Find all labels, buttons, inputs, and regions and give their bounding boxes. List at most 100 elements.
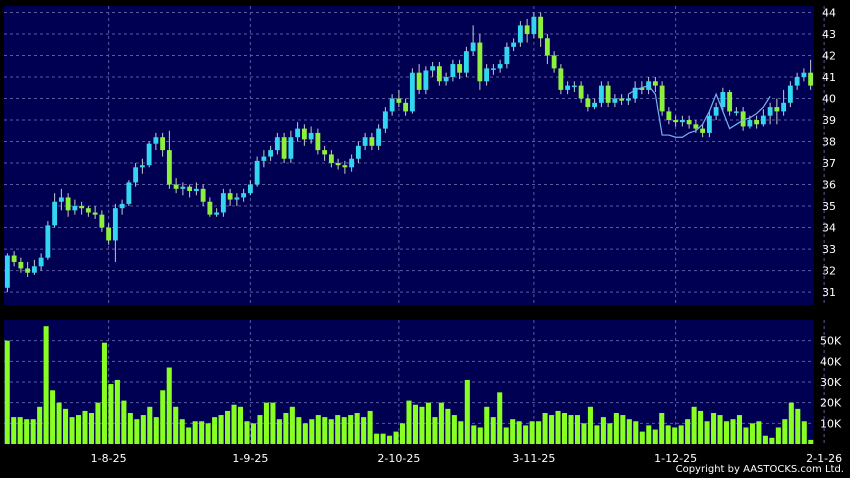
volume-bar <box>561 413 568 444</box>
candle-body <box>538 16 544 39</box>
volume-bar <box>555 410 561 444</box>
volume-bar <box>769 437 775 444</box>
candle-body <box>416 72 422 90</box>
volume-bar <box>717 415 723 444</box>
volume-bar <box>50 390 56 444</box>
overlay-line <box>628 84 771 138</box>
candle-body <box>450 64 456 77</box>
volume-bar <box>108 384 114 444</box>
price-tick-label: 40 <box>822 92 836 105</box>
price-tick-label: 43 <box>822 28 836 41</box>
candle-body <box>25 268 31 273</box>
candle-body <box>592 102 598 108</box>
candle-body <box>92 212 98 215</box>
price-tick-label: 33 <box>822 243 836 256</box>
candle-body <box>524 25 530 34</box>
x-axis: 1-8-25 1-9-25 2-10-25 3-11-25 1-12-25 2-1-26 <box>91 452 842 465</box>
volume-bar <box>160 390 166 444</box>
volume-bar <box>736 415 743 444</box>
volume-bar <box>704 421 710 444</box>
volume-bar <box>775 427 781 444</box>
volume-bar <box>328 419 334 444</box>
volume-bar <box>620 415 626 444</box>
volume-bar <box>289 406 295 444</box>
volume-bar <box>471 425 477 444</box>
volume-bar <box>237 406 244 444</box>
price-tick-label: 44 <box>822 6 836 19</box>
volume-bar <box>322 417 328 444</box>
candle-body <box>376 128 382 146</box>
volume-tick-label: 30K <box>820 376 842 389</box>
candle-body <box>382 111 388 129</box>
candle-body <box>301 128 307 140</box>
candle-body <box>781 102 787 112</box>
candle-body <box>463 51 469 73</box>
volume-bar <box>348 415 354 444</box>
price-plot-area <box>4 6 814 305</box>
x-tick-label: 1-9-25 <box>232 452 268 465</box>
candle-body <box>173 184 179 189</box>
candle-body <box>322 150 328 155</box>
candle-body <box>443 76 449 82</box>
candle-body <box>639 87 645 90</box>
volume-panel: 10K 20K 30K 40K 50K <box>4 320 842 444</box>
candle-body <box>99 214 105 228</box>
candle-body <box>139 165 145 168</box>
candle-body <box>362 137 368 146</box>
volume-bar <box>283 413 289 444</box>
candle-body <box>52 201 58 226</box>
volume-bar <box>477 427 483 444</box>
volume-bar <box>542 413 548 444</box>
volume-bar <box>147 406 153 444</box>
candle-body <box>268 150 274 157</box>
candle-body <box>666 111 672 121</box>
volume-bar <box>523 425 529 444</box>
candle-body <box>214 212 220 215</box>
volume-bar <box>302 423 308 444</box>
volume-bar <box>762 435 768 444</box>
volume-bar <box>205 423 211 444</box>
candle-body <box>180 186 186 189</box>
candle-body <box>585 98 591 108</box>
volume-bar <box>166 367 172 444</box>
candle-body <box>79 206 85 209</box>
price-tick-label: 41 <box>822 71 836 84</box>
candle-body <box>423 70 429 90</box>
candle-body <box>625 98 631 101</box>
volume-bar <box>749 423 755 444</box>
price-tick-label: 36 <box>822 179 836 192</box>
volume-bar <box>244 421 250 444</box>
price-tick-label: 37 <box>822 157 836 170</box>
candle-body <box>551 55 557 69</box>
candle-body <box>153 137 159 144</box>
volume-bar <box>263 402 269 444</box>
candle-body <box>247 184 253 194</box>
candle-body <box>686 120 692 125</box>
candle-body <box>430 66 436 71</box>
volume-bar <box>56 402 62 444</box>
volume-bar <box>315 415 321 444</box>
volume-bar <box>730 419 736 444</box>
candle-body <box>767 107 773 116</box>
candle-body <box>355 145 361 159</box>
candle-body <box>11 255 17 262</box>
volume-bar <box>419 406 425 444</box>
volume-bar <box>633 421 639 444</box>
volume-bar <box>529 421 535 444</box>
price-tick-label: 32 <box>822 265 836 278</box>
volume-bar <box>685 419 691 444</box>
candle-body <box>733 111 739 113</box>
volume-bar <box>723 421 730 444</box>
volume-bar <box>432 417 438 444</box>
volume-bar <box>173 406 179 444</box>
volume-bar <box>17 417 23 444</box>
x-tick-label: 1-12-25 <box>654 452 697 465</box>
volume-bar <box>412 404 419 444</box>
candle-body <box>133 167 139 183</box>
candle-body <box>713 107 719 116</box>
volume-bar <box>361 417 367 444</box>
volume-bar <box>30 419 36 444</box>
volume-bar <box>568 415 574 444</box>
candle-body <box>342 165 348 168</box>
x-tick-label: 1-8-25 <box>91 452 127 465</box>
